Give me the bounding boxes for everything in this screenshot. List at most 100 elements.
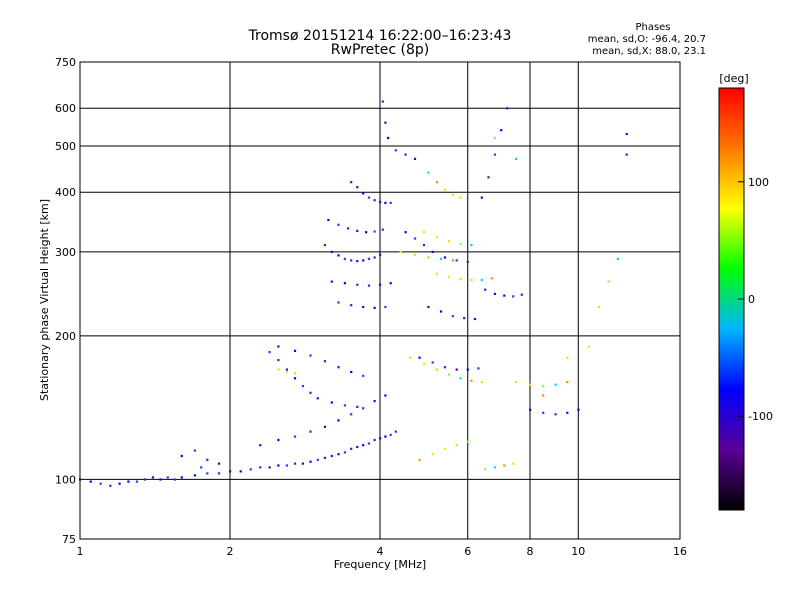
- o-mode-point: [466, 368, 469, 371]
- x-mode-point: [422, 231, 426, 234]
- o-mode-point: [330, 280, 333, 283]
- o-mode-point: [330, 401, 333, 404]
- o-mode-point: [259, 466, 262, 469]
- o-mode-point: [277, 359, 280, 362]
- o-mode-point: [387, 136, 390, 140]
- x-mode-point: [459, 377, 462, 380]
- o-mode-point: [343, 257, 346, 260]
- o-mode-point: [356, 283, 359, 286]
- o-mode-point: [455, 259, 458, 262]
- o-mode-point: [373, 199, 376, 202]
- x-mode-point: [470, 244, 473, 247]
- colorbar-tick-label: 0: [748, 293, 755, 306]
- o-mode-point: [337, 254, 340, 257]
- x-mode-point: [512, 462, 515, 465]
- o-mode-point: [268, 466, 271, 469]
- o-mode-point: [99, 482, 102, 485]
- colorbar-label: [deg]: [719, 72, 748, 85]
- x-mode-point: [451, 193, 454, 196]
- o-mode-point: [384, 121, 387, 124]
- o-mode-point: [381, 228, 384, 231]
- o-mode-point: [365, 231, 368, 234]
- o-mode-point: [193, 474, 196, 477]
- o-mode-point: [384, 305, 387, 309]
- o-mode-point: [500, 129, 503, 132]
- o-mode-point: [118, 482, 121, 485]
- o-mode-point: [217, 472, 221, 475]
- o-mode-point: [566, 411, 569, 414]
- o-mode-point: [384, 435, 387, 438]
- x-mode-point: [277, 368, 280, 371]
- o-mode-point: [356, 260, 359, 263]
- o-mode-point: [463, 317, 466, 320]
- o-mode-point: [217, 462, 221, 465]
- x-mode-point: [459, 196, 462, 199]
- o-mode-point: [418, 356, 421, 359]
- x-mode-point: [413, 253, 417, 256]
- o-mode-point: [577, 408, 580, 411]
- o-mode-point: [503, 294, 506, 297]
- o-mode-point: [350, 181, 353, 184]
- o-mode-point: [309, 391, 312, 394]
- o-mode-point: [293, 462, 297, 465]
- x-mode-point: [566, 356, 569, 359]
- o-mode-point: [529, 408, 532, 411]
- o-mode-point: [520, 293, 523, 296]
- o-mode-point: [193, 449, 196, 452]
- y-tick-label: 75: [62, 533, 76, 546]
- o-mode-point: [350, 413, 353, 416]
- x-tick-label: 16: [673, 545, 687, 558]
- o-mode-point: [330, 454, 333, 458]
- o-mode-point: [343, 404, 346, 407]
- o-mode-point: [301, 385, 304, 388]
- o-mode-point: [309, 460, 312, 463]
- o-mode-point: [373, 230, 376, 233]
- o-mode-point: [293, 377, 297, 380]
- x-tick-label: 4: [377, 545, 384, 558]
- o-mode-point: [323, 360, 326, 363]
- colorbar-ticks: 100 0 -100: [738, 176, 773, 423]
- y-tick-label: 100: [55, 473, 76, 486]
- data-points: [79, 100, 628, 487]
- o-mode-point: [337, 419, 340, 422]
- x-mode-point: [427, 256, 430, 259]
- o-mode-point: [389, 201, 392, 204]
- x-mode-point: [515, 381, 518, 384]
- x-mode-point: [293, 372, 297, 375]
- chart-title: Tromsø 20151214 16:22:00–16:23:43: [248, 28, 512, 44]
- x-mode-point: [435, 181, 438, 184]
- o-mode-point: [413, 157, 417, 160]
- o-mode-point: [367, 257, 371, 260]
- o-mode-point: [173, 478, 176, 481]
- o-mode-point: [367, 196, 371, 199]
- x-mode-point: [435, 368, 438, 371]
- o-mode-point: [389, 282, 392, 285]
- o-mode-point: [135, 480, 138, 483]
- o-mode-point: [373, 306, 376, 309]
- o-mode-point: [293, 349, 297, 352]
- x-mode-point: [399, 250, 402, 253]
- o-mode-point: [180, 476, 183, 479]
- stats-o-mode: mean, sd,O: -96.4, 20.7: [588, 34, 706, 45]
- o-mode-point: [356, 445, 359, 449]
- o-mode-point: [362, 444, 365, 447]
- x-mode-point: [480, 278, 483, 282]
- o-mode-point: [379, 253, 382, 256]
- x-mode-point: [443, 447, 447, 450]
- o-mode-point: [159, 478, 162, 481]
- x-tick-labels: 1 2 4 6 8 10 16: [77, 545, 688, 558]
- x-mode-point: [447, 240, 451, 243]
- o-mode-point: [367, 284, 371, 287]
- x-mode-point: [435, 272, 438, 275]
- o-mode-point: [455, 368, 458, 371]
- o-mode-point: [477, 367, 480, 370]
- o-mode-point: [379, 437, 382, 440]
- x-tick-label: 8: [527, 545, 534, 558]
- o-mode-point: [373, 256, 376, 259]
- o-mode-point: [506, 107, 509, 110]
- y-tick-label: 500: [55, 140, 76, 153]
- plot-frame: [79, 61, 681, 540]
- x-mode-point: [490, 277, 493, 280]
- o-mode-point: [206, 458, 209, 461]
